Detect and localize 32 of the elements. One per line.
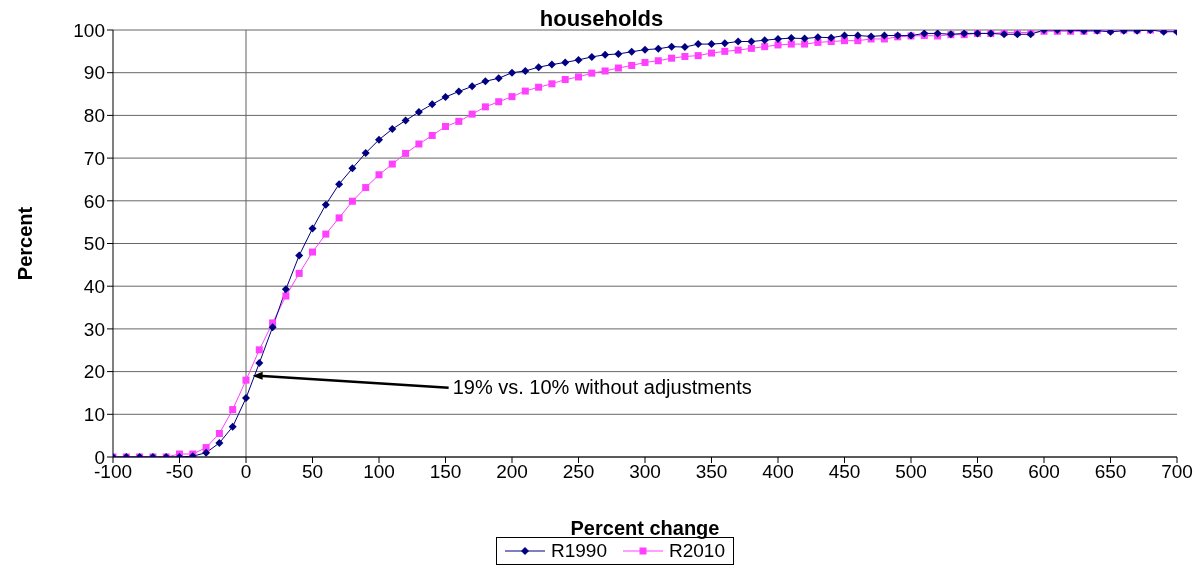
y-tick-label: 20 — [83, 361, 105, 383]
y-tick-label: 90 — [83, 62, 105, 84]
x-tick-label: 700 — [1161, 461, 1193, 483]
x-tick-label: 250 — [562, 461, 595, 483]
y-tick-label: 70 — [83, 147, 105, 169]
chart-title: households — [539, 6, 664, 31]
x-tick-label: 400 — [762, 461, 794, 483]
y-tick-label: 40 — [83, 275, 105, 297]
y-tick-label: 60 — [83, 190, 105, 212]
x-tick-label: 300 — [629, 461, 661, 483]
x-axis-title: Percent change — [570, 517, 720, 539]
x-tick-label: 150 — [429, 461, 462, 483]
y-tick-label: 80 — [83, 105, 105, 127]
y-tick-label: 10 — [83, 404, 105, 426]
x-tick-label: -50 — [165, 461, 194, 483]
x-tick-label: 550 — [961, 461, 994, 483]
x-tick-label: 100 — [363, 461, 395, 483]
x-tick-label: 450 — [828, 461, 861, 483]
y-tick-label: 50 — [83, 233, 105, 255]
x-tick-label: 500 — [895, 461, 927, 483]
legend-label: R1990 — [550, 540, 607, 562]
y-tick-label: 30 — [83, 318, 105, 340]
legend-label: R2010 — [668, 540, 725, 562]
y-tick-label: 100 — [73, 19, 105, 41]
x-tick-label: 50 — [301, 461, 324, 483]
annotation: 19% vs. 10% without adjustments — [452, 375, 752, 398]
x-tick-label: 350 — [695, 461, 728, 483]
x-tick-label: 650 — [1094, 461, 1127, 483]
x-tick-label: 0 — [240, 461, 252, 483]
x-tick-label: 200 — [496, 461, 528, 483]
x-tick-label: 600 — [1028, 461, 1060, 483]
y-axis-title: Percent — [14, 206, 37, 281]
